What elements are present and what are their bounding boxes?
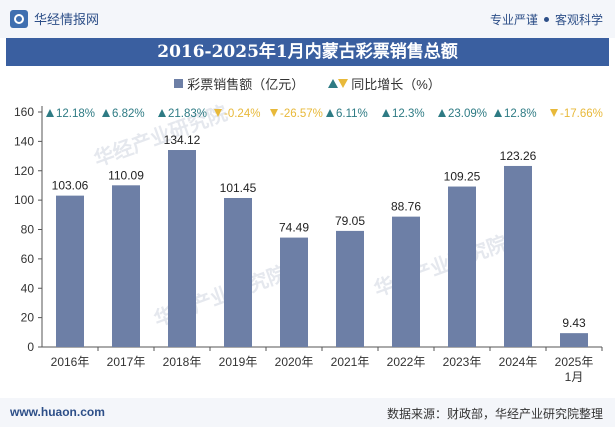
brand-logo-icon — [10, 9, 28, 28]
growth-up-triangle-icon — [494, 109, 502, 117]
bar-value-label: 74.49 — [279, 221, 309, 235]
x-category-label: 2021年 — [331, 355, 370, 369]
growth-label: 12.3% — [392, 108, 425, 120]
slogan-tag-2: 客观科学 — [554, 13, 603, 27]
growth-label: 6.11% — [336, 108, 368, 120]
bar — [56, 195, 84, 347]
growth-label: 12.8% — [504, 108, 537, 120]
legend-growth-item: 同比增长（%） — [328, 74, 441, 93]
growth-up-triangle-icon — [382, 109, 390, 117]
growth-label: 21.83% — [168, 108, 207, 120]
y-tick-label: 120 — [14, 164, 34, 178]
x-category-label: 2019年 — [219, 355, 258, 369]
y-tick-label: 0 — [27, 340, 34, 354]
bar-value-label: 103.06 — [52, 179, 89, 193]
bar — [280, 237, 308, 347]
growth-label: 6.82% — [112, 108, 145, 120]
bar-value-label: 134.12 — [164, 133, 201, 147]
x-category-label: 1月 — [565, 370, 584, 384]
slogan: 专业严谨 客观科学 — [490, 11, 603, 28]
y-tick-label: 160 — [14, 105, 34, 119]
growth-up-triangle-icon — [158, 109, 166, 117]
legend-growth-label: 同比增长（%） — [351, 77, 441, 92]
growth-up-triangle-icon — [326, 109, 334, 117]
bar-value-label: 123.26 — [500, 149, 537, 163]
y-tick-label: 20 — [21, 311, 35, 325]
bar-chart: 0 20 40 60 80 100 120 140 160 103.06 2016年 12.18% 11… — [14, 105, 603, 384]
growth-label: 23.09% — [448, 108, 487, 120]
bar — [392, 216, 420, 347]
x-category-label: 2018年 — [163, 355, 202, 369]
chart-legend: 彩票销售额（亿元） 同比增长（%） — [0, 74, 615, 93]
y-tick-label: 140 — [14, 134, 34, 148]
growth-up-triangle-icon — [102, 109, 110, 117]
separator-dot-icon — [543, 17, 549, 22]
legend-bar-label: 彩票销售额（亿元） — [187, 77, 305, 92]
bar — [560, 333, 588, 347]
growth-label: 12.18% — [56, 108, 95, 120]
legend-bar-swatch-icon — [174, 79, 184, 88]
bar-value-label: 9.43 — [562, 316, 586, 330]
brand-name: 华经情报网 — [34, 12, 100, 27]
slogan-tag-1: 专业严谨 — [489, 13, 538, 27]
growth-label: -26.57% — [280, 108, 323, 120]
x-category-label: 2025年 — [555, 355, 594, 369]
growth-up-triangle-icon — [438, 109, 446, 117]
footer: www.huaon.com 数据来源：财政部，华经产业研究院整理 — [0, 398, 615, 427]
bar — [448, 186, 476, 347]
legend-up-triangle-icon — [328, 79, 339, 88]
bar-value-label: 79.05 — [335, 214, 365, 228]
legend-bar-item: 彩票销售额（亿元） — [174, 74, 304, 93]
y-tick-label: 60 — [21, 252, 35, 266]
footer-source: 数据来源：财政部，华经产业研究院整理 — [386, 407, 603, 421]
growth-label: -17.66% — [560, 108, 603, 120]
x-category-label: 2020年 — [275, 355, 314, 369]
growth-label: -0.24% — [224, 108, 260, 120]
x-category-label: 2023年 — [443, 355, 482, 369]
bar — [112, 185, 140, 347]
chart-title: 2016-2025年1月内蒙古彩票销售总额 — [6, 38, 609, 66]
bar-value-label: 110.09 — [108, 168, 144, 182]
brand[interactable]: 华经情报网 — [10, 9, 99, 28]
bar — [504, 165, 532, 347]
growth-down-triangle-icon — [270, 109, 278, 117]
y-tick-label: 80 — [21, 223, 35, 237]
y-tick-label: 40 — [21, 281, 35, 295]
bar — [336, 230, 364, 347]
growth-up-triangle-icon — [46, 109, 54, 117]
bar-value-label: 109.25 — [444, 170, 481, 184]
growth-down-triangle-icon — [550, 109, 558, 117]
bar — [224, 197, 252, 347]
bar — [168, 150, 196, 347]
footer-website-link[interactable]: www.huaon.com — [10, 405, 105, 419]
top-bar: 华经情报网 专业严谨 客观科学 — [0, 0, 615, 38]
bar-value-label: 88.76 — [391, 200, 421, 214]
x-category-label: 2016年 — [51, 355, 90, 369]
legend-down-triangle-icon — [338, 79, 349, 88]
growth-down-triangle-icon — [214, 109, 222, 117]
y-tick-label: 100 — [14, 193, 34, 207]
x-category-label: 2024年 — [499, 355, 538, 369]
bar-value-label: 101.45 — [220, 181, 257, 195]
x-category-label: 2022年 — [387, 355, 426, 369]
x-category-label: 2017年 — [107, 355, 146, 369]
